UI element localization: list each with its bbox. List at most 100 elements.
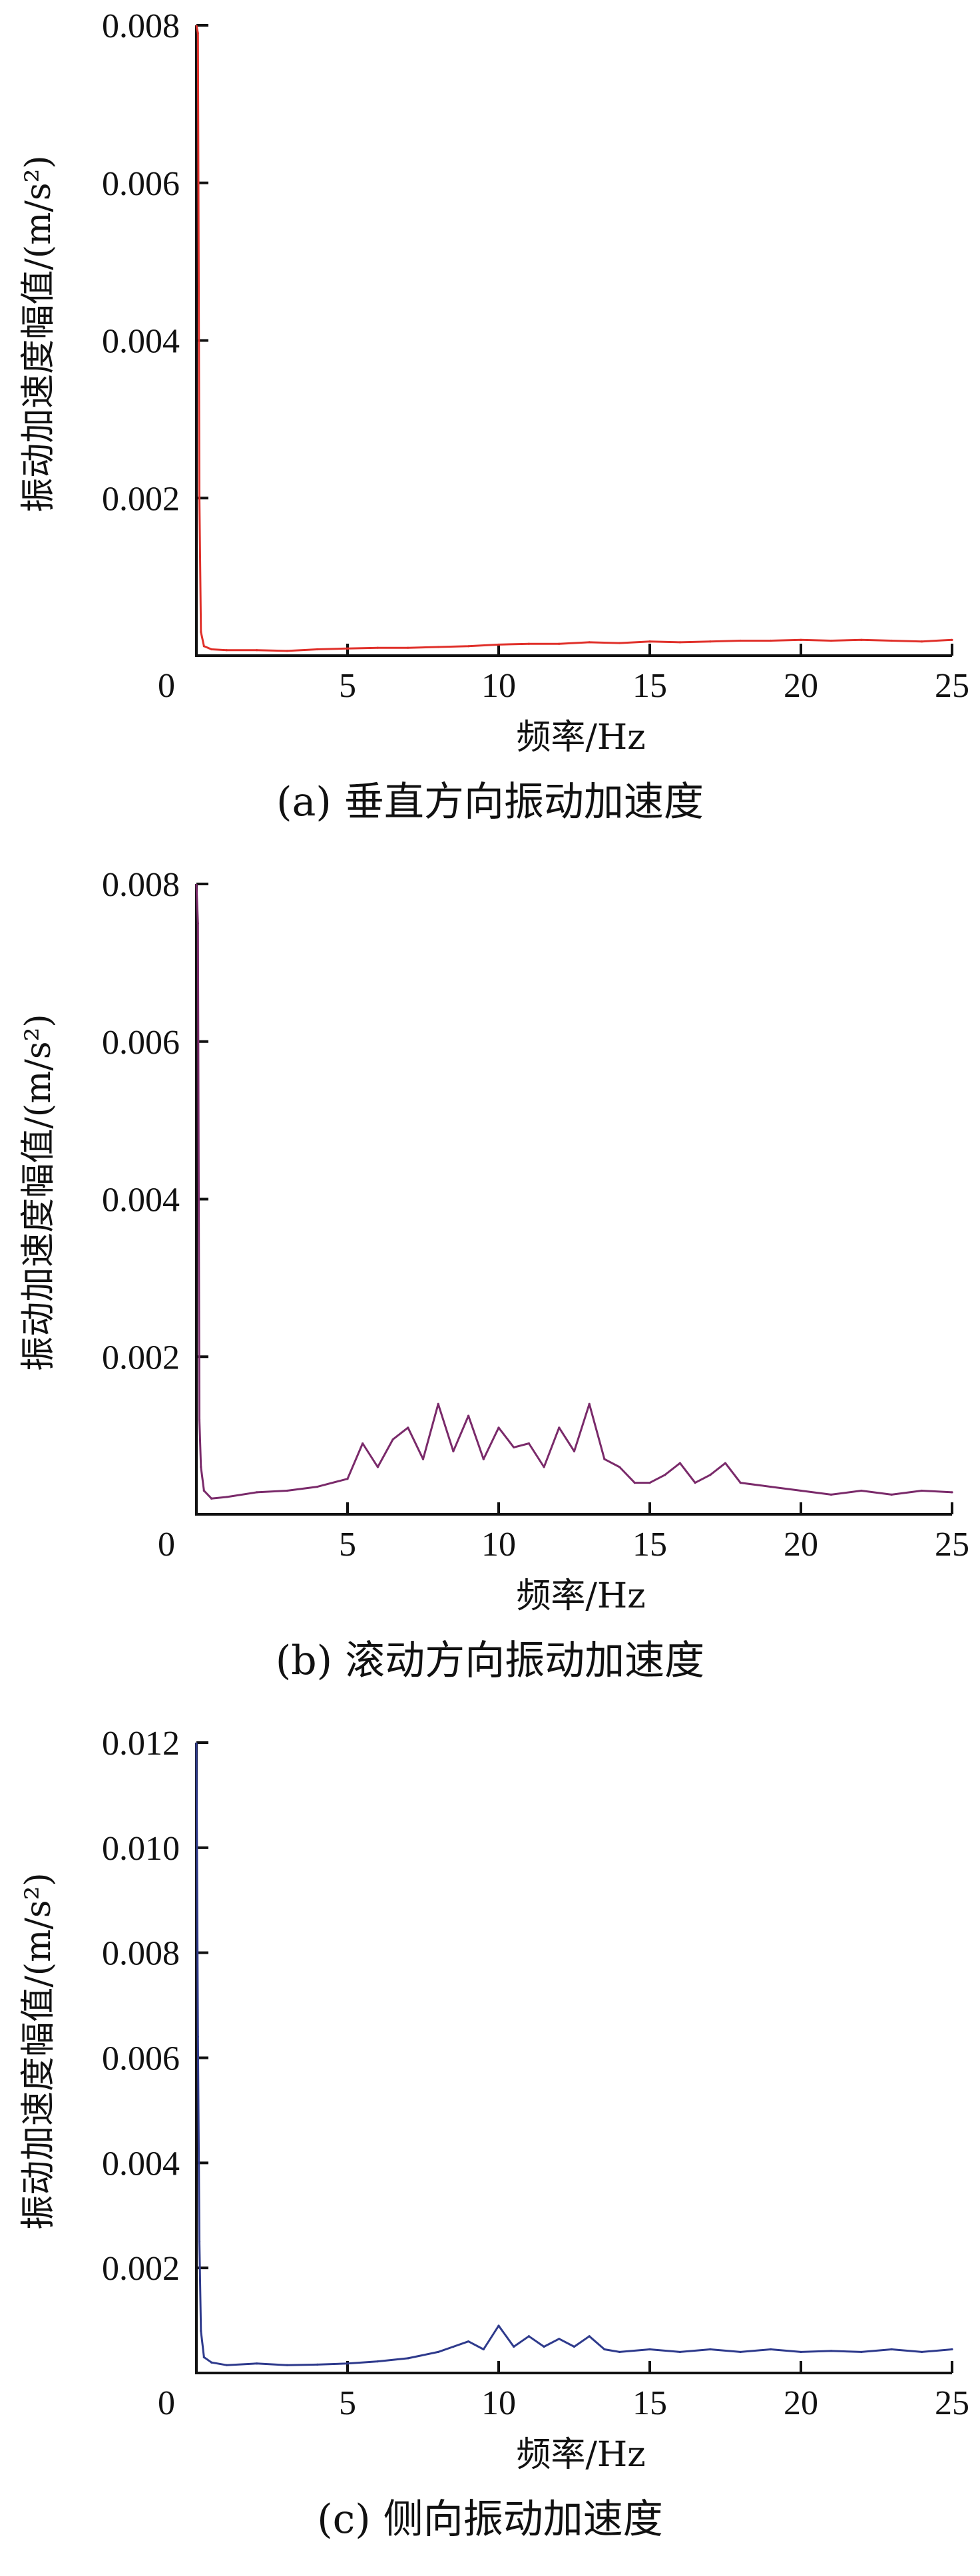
y-axis-title: 振动加速度幅值/(m/s²) (19, 1014, 59, 1371)
data-point (860, 638, 863, 641)
data-point (527, 1442, 531, 1445)
data-point (256, 2362, 258, 2365)
data-point (890, 2348, 893, 2351)
data-point (603, 1458, 606, 1460)
data-point (527, 642, 531, 645)
data-point (860, 1489, 863, 1492)
data-point (513, 1446, 515, 1448)
series-line (195, 1742, 953, 2366)
data-point (198, 2241, 201, 2243)
data-point (210, 2361, 213, 2364)
data-point (196, 2036, 199, 2038)
data-point (256, 649, 258, 652)
data-point (921, 1489, 923, 1492)
y-tick-label: 0.010 (102, 1830, 180, 1868)
data-point (558, 2338, 561, 2340)
data-point (256, 1491, 258, 1494)
chart-panel-b: 0 5 10 15 20 25 0.002 0.004 0.006 0.008 频率/Hz 振动加速度… (0, 859, 980, 1717)
data-point (618, 1466, 621, 1468)
data-point (467, 2340, 470, 2343)
data-point (603, 2348, 606, 2351)
data-point (225, 1496, 228, 1498)
series-line (195, 883, 953, 1500)
data-point (437, 646, 439, 648)
data-point (286, 650, 288, 652)
data-point (588, 1402, 591, 1405)
x-tick-label: 20 (784, 2384, 818, 2422)
data-point (543, 2345, 545, 2348)
data-point (860, 2350, 863, 2354)
data-point (407, 1426, 409, 1429)
data-point (739, 639, 742, 642)
data-point (618, 642, 621, 644)
data-point (527, 2335, 531, 2338)
data-point (362, 1442, 364, 1445)
data-point (421, 1458, 425, 1460)
y-tick-label: 0.004 (102, 2145, 180, 2183)
data-point (316, 648, 319, 651)
data-point (286, 1489, 288, 1492)
y-tick-label: 0.006 (102, 2040, 180, 2078)
data-point (830, 2350, 832, 2352)
data-point (467, 645, 470, 648)
data-point (437, 1402, 439, 1405)
data-point (770, 639, 772, 642)
chart-svg-b: 0 5 10 15 20 25 0.002 0.004 0.006 0.008 频率/Hz 振动加速度… (19, 866, 969, 1684)
data-point (196, 922, 199, 925)
x-tick-label: 10 (481, 1526, 516, 1564)
chart-caption: (a) 垂直方向振动加速度 (276, 779, 704, 825)
data-point (407, 2357, 409, 2360)
chart-caption: (b) 滚动方向振动加速度 (276, 1637, 704, 1684)
data-point (198, 1418, 201, 1421)
y-tick-label: 0.006 (102, 1024, 180, 1062)
data-point (951, 2348, 953, 2351)
data-point (558, 642, 561, 645)
y-tick-label: 0.004 (102, 1181, 180, 1219)
data-point (452, 1450, 455, 1452)
data-point (543, 1466, 545, 1468)
data-point (709, 640, 712, 643)
axes-frame (195, 25, 952, 657)
data-point (210, 648, 213, 651)
x-tick-label: 25 (935, 1526, 969, 1564)
y-tick-label: 0.008 (102, 7, 180, 45)
data-point (800, 1489, 802, 1492)
y-tick-label: 0.002 (102, 480, 180, 518)
data-point (346, 647, 349, 650)
data-point (225, 2364, 228, 2366)
data-point (770, 1485, 772, 1488)
data-point (648, 640, 651, 643)
data-point (739, 2350, 742, 2354)
data-point (588, 641, 591, 644)
data-point (830, 639, 832, 642)
x-tick-label: 25 (935, 2384, 969, 2422)
y-tick-label: 0.012 (102, 1725, 180, 1763)
data-point (200, 630, 202, 634)
axes-frame (195, 1743, 952, 2374)
data-point (709, 1474, 712, 1476)
data-point (210, 1497, 213, 1500)
data-point (648, 2348, 651, 2351)
data-point (770, 2348, 772, 2351)
x-tick-label: 5 (339, 667, 356, 705)
data-point (482, 2348, 485, 2351)
x-tick-label: 25 (935, 667, 969, 705)
data-point (391, 1438, 394, 1441)
x-tick-label: 5 (339, 1526, 356, 1564)
data-point (497, 643, 500, 646)
origin-label: 0 (158, 2384, 175, 2422)
chart-svg-a: 0 5 10 15 20 25 0.002 0.004 0.006 0.008 频率/Hz 振动加速度… (19, 7, 969, 825)
x-tick-label: 5 (339, 2384, 356, 2422)
data-point (800, 638, 802, 641)
data-point (951, 1491, 953, 1494)
data-point (800, 2350, 802, 2354)
x-tick-label: 10 (481, 2384, 516, 2422)
data-point (376, 646, 379, 649)
data-point (316, 1485, 319, 1488)
x-axis-title: 频率/Hz (516, 1576, 645, 1616)
chart-panel-a: 0 5 10 15 20 25 0.002 0.004 0.006 0.008 频率/Hz 振动加速度… (0, 0, 980, 859)
data-point (921, 2350, 923, 2354)
data-point (618, 2350, 621, 2354)
data-point (513, 2345, 515, 2348)
data-point (346, 2362, 349, 2365)
